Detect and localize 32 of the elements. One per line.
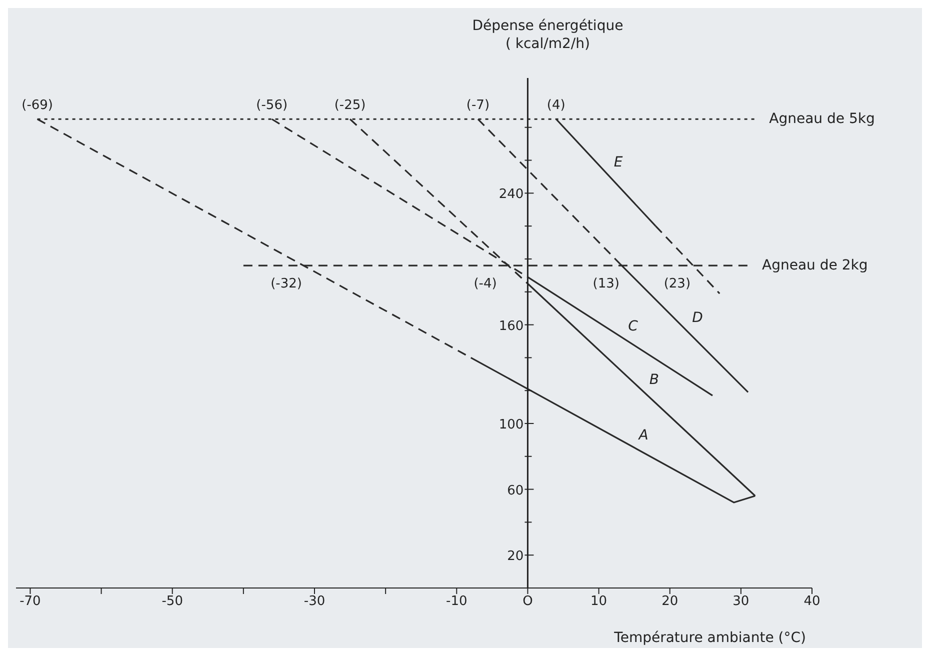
x-tick-label: O (522, 594, 533, 610)
series-label: E (614, 154, 623, 171)
y-tick-label: 160 (498, 318, 524, 334)
x-axis-title: Température ambiante (°C) (613, 630, 806, 646)
series-label: Agneau de 5kg (769, 111, 875, 128)
x-tick-label: 20 (662, 594, 678, 610)
annotation: (-69) (22, 98, 54, 114)
y-tick-label: 20 (507, 549, 524, 564)
y-tick-label: 100 (498, 417, 524, 432)
series-label: C (628, 318, 638, 334)
annotation: (-56) (256, 98, 288, 114)
annotation: (-4) (474, 276, 497, 292)
x-tick-label: -10 (446, 594, 468, 610)
series-label: Agneau de 2kg (762, 258, 868, 274)
y-axis-title: Dépense énergétique ( kcal/m2/h) (472, 18, 624, 52)
x-tick-label: 40 (804, 594, 820, 610)
x-tick-label: -70 (20, 594, 41, 610)
annotation: (-32) (270, 276, 302, 292)
annotation: (13) (592, 276, 620, 292)
annotation: (4) (546, 98, 566, 114)
x-tick-label: 30 (732, 594, 750, 610)
annotation: (23) (664, 276, 691, 292)
y-tick-label: 240 (498, 187, 524, 202)
x-tick-label: -30 (304, 594, 326, 610)
series-label: B (649, 372, 660, 388)
annotation: (-25) (334, 98, 366, 114)
x-tick-label: -50 (162, 594, 183, 610)
annotation: (-7) (466, 98, 490, 114)
series-label: A (638, 428, 648, 444)
y-tick-label: 60 (507, 483, 524, 498)
x-tick-label: 10 (590, 594, 608, 610)
series-label: D (692, 310, 704, 326)
